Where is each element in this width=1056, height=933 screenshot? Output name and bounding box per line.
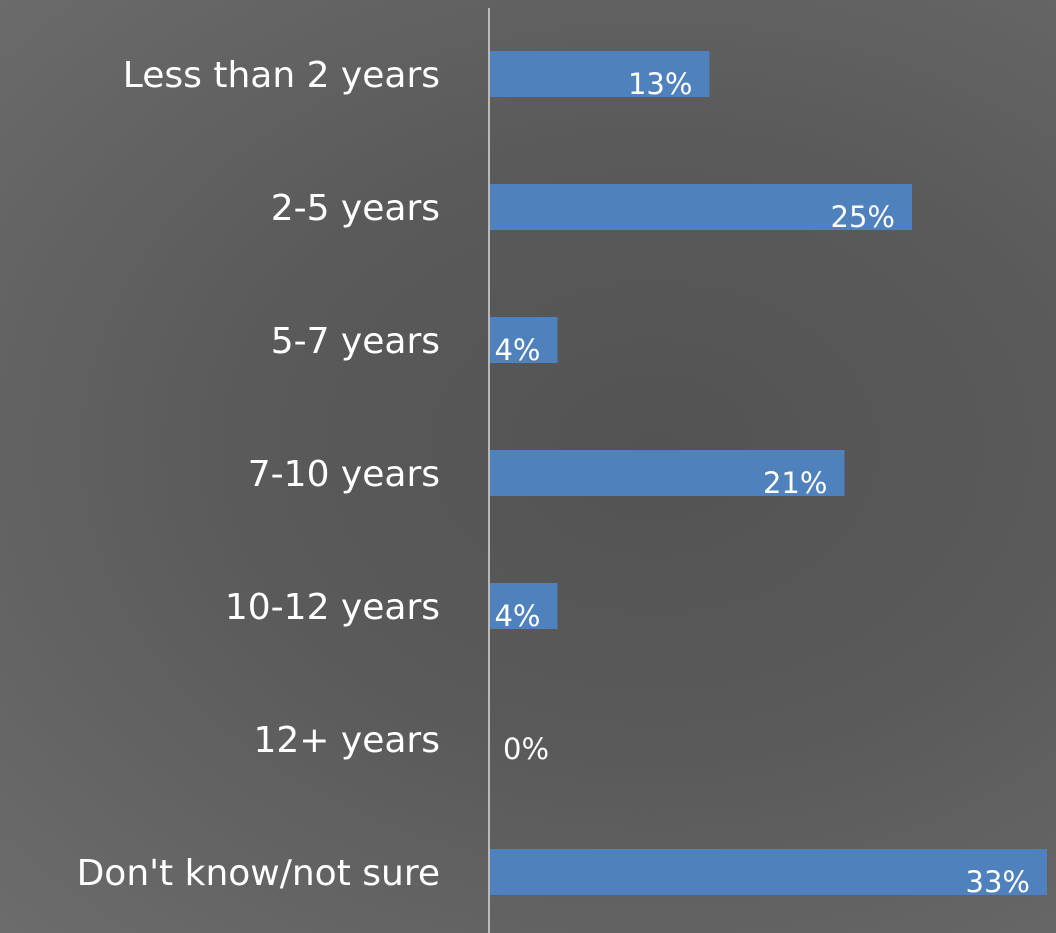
bar-7 [490, 849, 1047, 895]
bar-5 [490, 583, 558, 629]
value-label-3: 4% [494, 333, 540, 367]
category-label-4: 7-10 years [248, 454, 440, 495]
bar-2 [490, 184, 912, 230]
category-label-7: Don't know/not sure [77, 853, 440, 894]
category-label-2: 2-5 years [271, 188, 440, 229]
bar-3 [490, 317, 558, 363]
value-label-2: 25% [831, 200, 895, 234]
value-label-1: 13% [628, 67, 692, 101]
bar-4 [490, 450, 845, 496]
category-label-5: 10-12 years [225, 587, 440, 628]
value-label-6: 0% [503, 732, 549, 766]
value-label-7: 33% [966, 865, 1030, 899]
value-label-5: 4% [494, 599, 540, 633]
category-label-1: Less than 2 years [123, 55, 440, 96]
value-label-4: 21% [763, 466, 827, 500]
bars-layer [490, 51, 1047, 895]
labels-layer: Less than 2 years 13% 2-5 years 25% 5-7 year… [77, 55, 1030, 899]
category-label-6: 12+ years [254, 720, 441, 761]
bar-1 [490, 51, 710, 97]
category-label-3: 5-7 years [271, 321, 440, 362]
